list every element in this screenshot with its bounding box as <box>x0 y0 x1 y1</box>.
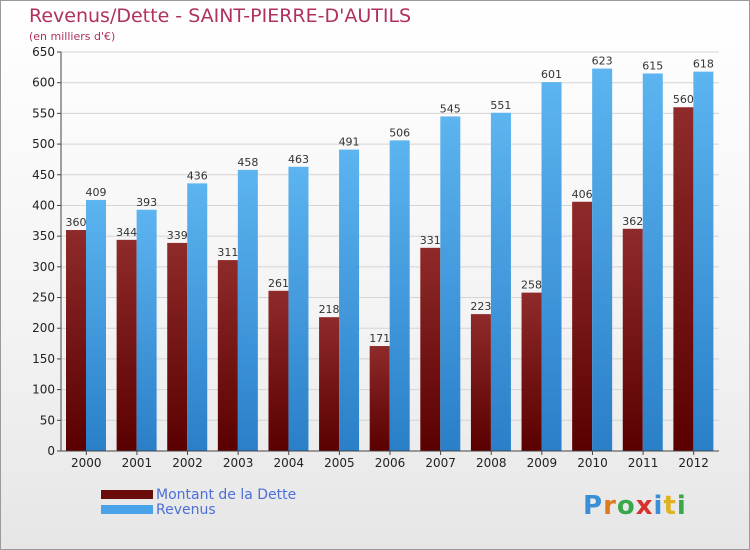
bar-revenus <box>541 82 562 451</box>
bar-dette <box>369 346 390 451</box>
data-label-dette: 311 <box>217 246 238 259</box>
x-tick-label: 2002 <box>172 456 203 470</box>
data-label-dette: 406 <box>572 188 593 201</box>
data-label-revenus: 551 <box>490 99 511 112</box>
bar-dette <box>116 239 137 451</box>
data-label-dette: 261 <box>268 277 289 290</box>
bar-revenus <box>490 112 511 452</box>
logo-letter: i <box>676 491 687 521</box>
data-label-dette: 344 <box>116 226 137 239</box>
legend-label-revenus: Revenus <box>156 502 216 518</box>
data-label-dette: 360 <box>66 216 87 229</box>
chart-title: Revenus/Dette - SAINT-PIERRE-D'AUTILS <box>29 5 412 27</box>
y-tick-label: 450 <box>32 168 55 182</box>
data-label-dette: 362 <box>622 215 643 228</box>
bar-revenus <box>86 199 106 451</box>
logo-letter: o <box>616 491 636 521</box>
data-label-dette: 331 <box>420 234 441 247</box>
x-tick-label: 2006 <box>375 456 406 470</box>
legend-swatch-revenus <box>101 505 153 514</box>
data-label-dette: 218 <box>319 303 340 316</box>
bar-dette <box>470 314 491 451</box>
bar-dette <box>572 201 593 451</box>
data-label-revenus: 601 <box>541 68 562 81</box>
bar-revenus <box>642 73 663 451</box>
y-tick-label: 550 <box>32 106 55 120</box>
bar-revenus <box>389 140 410 451</box>
logo-letter: x <box>635 491 654 521</box>
bar-revenus <box>288 166 309 451</box>
y-tick-label: 400 <box>32 198 55 212</box>
data-label-revenus: 463 <box>288 153 309 166</box>
x-tick-label: 2007 <box>425 456 456 470</box>
bar-dette <box>268 290 289 451</box>
y-tick-label: 0 <box>47 444 55 458</box>
y-tick-label: 500 <box>32 137 55 151</box>
data-label-revenus: 545 <box>440 102 461 115</box>
bar-dette <box>217 260 238 451</box>
bar-revenus <box>136 209 157 451</box>
x-tick-label: 2008 <box>476 456 507 470</box>
y-tick-label: 100 <box>32 383 55 397</box>
bar-revenus <box>440 116 461 451</box>
proxiti-logo: Proxiti <box>583 491 687 521</box>
data-label-revenus: 618 <box>693 58 714 71</box>
bar-dette <box>673 107 694 451</box>
y-tick-label: 650 <box>32 45 55 59</box>
x-tick-label: 2012 <box>678 456 709 470</box>
x-tick-label: 2011 <box>628 456 659 470</box>
bar-dette <box>622 228 643 451</box>
data-label-dette: 560 <box>673 93 694 106</box>
data-label-revenus: 436 <box>187 169 208 182</box>
x-tick-label: 2010 <box>577 456 608 470</box>
y-tick-label: 600 <box>32 76 55 90</box>
x-tick-label: 2001 <box>122 456 153 470</box>
data-label-revenus: 506 <box>389 126 410 139</box>
data-label-dette: 339 <box>167 229 188 242</box>
bar-revenus <box>592 68 613 451</box>
data-label-revenus: 409 <box>86 186 107 199</box>
x-tick-label: 2005 <box>324 456 355 470</box>
bar-revenus <box>187 183 208 451</box>
legend-label-dette: Montant de la Dette <box>156 487 297 503</box>
data-label-revenus: 623 <box>592 55 613 68</box>
bar-dette <box>66 230 86 451</box>
x-tick-label: 2009 <box>527 456 558 470</box>
x-tick-label: 2000 <box>71 456 102 470</box>
logo-letter: r <box>603 491 617 521</box>
bar-revenus <box>693 71 714 452</box>
bar-dette <box>167 242 188 451</box>
data-label-revenus: 615 <box>642 59 663 72</box>
logo-letter: t <box>663 491 677 521</box>
bar-dette <box>420 247 441 451</box>
data-label-dette: 223 <box>470 300 491 313</box>
legend-swatch-dette <box>101 490 153 499</box>
logo-letter: P <box>583 491 604 521</box>
data-label-revenus: 393 <box>136 196 157 209</box>
data-label-dette: 171 <box>369 332 390 345</box>
x-tick-label: 2004 <box>273 456 304 470</box>
bar-revenus <box>339 149 360 451</box>
data-label-dette: 258 <box>521 279 542 292</box>
data-label-revenus: 491 <box>339 136 360 149</box>
bar-revenus <box>237 169 258 451</box>
y-tick-label: 150 <box>32 352 55 366</box>
bar-dette <box>319 317 340 451</box>
y-tick-label: 300 <box>32 260 55 274</box>
y-tick-label: 200 <box>32 321 55 335</box>
data-label-revenus: 458 <box>237 156 258 169</box>
y-tick-label: 350 <box>32 229 55 243</box>
bar-dette <box>521 292 542 451</box>
y-tick-label: 250 <box>32 291 55 305</box>
x-tick-label: 2003 <box>223 456 254 470</box>
chart-subtitle: (en milliers d'€) <box>29 30 116 43</box>
y-tick-label: 50 <box>40 413 55 427</box>
logo-letter: i <box>653 491 664 521</box>
